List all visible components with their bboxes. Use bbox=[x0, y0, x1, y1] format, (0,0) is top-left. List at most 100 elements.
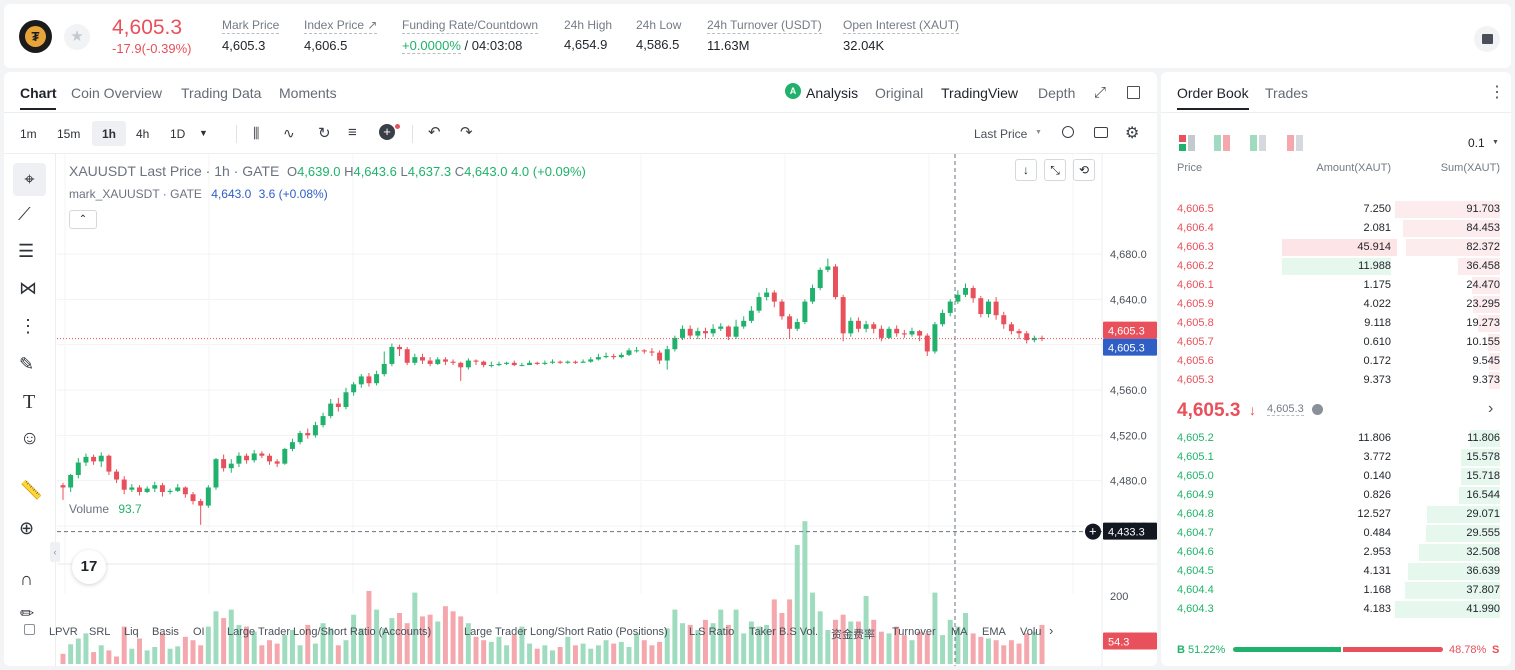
compare-icon[interactable]: ↻ bbox=[318, 125, 331, 142]
ask-sum: 82.372 bbox=[1466, 241, 1500, 253]
collapse-tools-icon[interactable]: ‹ bbox=[50, 542, 60, 562]
ask-row[interactable]: 4,605.6 0.172 9.545 bbox=[1161, 352, 1511, 371]
bid-row[interactable]: 4,604.6 2.953 32.508 bbox=[1161, 543, 1511, 562]
ask-row[interactable]: 4,606.3 45.914 82.372 bbox=[1161, 238, 1511, 257]
redo-icon[interactable]: ↷ bbox=[460, 124, 473, 141]
settings-gear-icon[interactable]: ⚙ bbox=[1125, 125, 1140, 142]
bid-row[interactable]: 4,604.3 4.183 41.990 bbox=[1161, 600, 1511, 619]
favorite-star-icon[interactable]: ★ bbox=[64, 24, 90, 50]
tab-coin-overview[interactable]: Coin Overview bbox=[71, 85, 163, 101]
bid-sum: 15.578 bbox=[1466, 451, 1500, 463]
collapse-legend-button[interactable]: ⌃ bbox=[69, 210, 97, 229]
ask-row[interactable]: 4,606.4 2.081 84.453 bbox=[1161, 219, 1511, 238]
collapse-button[interactable]: ⤡ bbox=[1044, 159, 1066, 181]
ind-ls-ratio[interactable]: L.S Ratio bbox=[689, 626, 735, 638]
interval-1h[interactable]: 1h bbox=[102, 127, 117, 141]
view-analysis[interactable]: Analysis bbox=[806, 85, 859, 101]
magnet-tool-icon[interactable]: ∩ bbox=[20, 569, 33, 589]
bid-row[interactable]: 4,605.1 3.772 15.578 bbox=[1161, 448, 1511, 467]
ind-basis[interactable]: Basis bbox=[152, 626, 179, 638]
view-asks-icon[interactable] bbox=[1287, 135, 1303, 151]
tab-order-book[interactable]: Order Book bbox=[1177, 85, 1249, 101]
undo-icon[interactable]: ↶ bbox=[428, 124, 441, 141]
ask-row[interactable]: 4,606.2 11.988 36.458 bbox=[1161, 257, 1511, 276]
interval-15m[interactable]: 15m bbox=[57, 127, 81, 141]
ind-turnover[interactable]: Turnover bbox=[892, 626, 936, 638]
ind-lpvr[interactable]: LPVR bbox=[49, 626, 78, 638]
ask-row[interactable]: 4,606.5 7.250 91.703 bbox=[1161, 200, 1511, 219]
interval-dropdown-icon[interactable]: ▼ bbox=[199, 128, 208, 138]
indicator-toggle-icon[interactable] bbox=[24, 624, 35, 635]
pencil-tool-icon[interactable]: ✏ bbox=[20, 604, 35, 623]
volume-bar bbox=[794, 545, 800, 664]
bid-row[interactable]: 4,605.0 0.140 15.718 bbox=[1161, 467, 1511, 486]
ruler-tool-icon[interactable]: 📏 bbox=[20, 480, 43, 500]
tab-moments[interactable]: Moments bbox=[279, 85, 337, 101]
ind-oi[interactable]: OI bbox=[193, 626, 205, 638]
interval-1d[interactable]: 1D bbox=[170, 127, 186, 141]
ind-funding[interactable]: 资金费率 bbox=[831, 629, 875, 641]
brush-tool-icon[interactable]: ✎ bbox=[19, 354, 35, 374]
interval-4h[interactable]: 4h bbox=[136, 127, 150, 141]
ind-ls-positions[interactable]: Large Trader Long/Short Ratio (Positions… bbox=[464, 626, 668, 638]
ask-row[interactable]: 4,605.8 9.118 19.273 bbox=[1161, 314, 1511, 333]
price-axis-label: 4,480.0 bbox=[1110, 476, 1147, 488]
bid-row[interactable]: 4,605.2 11.806 11.806 bbox=[1161, 429, 1511, 448]
trendline-tool-icon[interactable]: ⟋ bbox=[18, 204, 31, 224]
indicators-icon[interactable]: ∿ bbox=[283, 125, 295, 141]
emoji-tool-icon[interactable]: ☺ bbox=[20, 428, 40, 449]
indicator-next-icon[interactable]: › bbox=[1049, 623, 1054, 638]
view-bids-icon[interactable] bbox=[1250, 135, 1266, 151]
ask-row[interactable]: 4,606.1 1.175 24.470 bbox=[1161, 276, 1511, 295]
interval-1h-active-bg bbox=[92, 121, 126, 146]
view-depth[interactable]: Depth bbox=[1038, 85, 1076, 101]
zoom-tool-icon[interactable]: ⊕ bbox=[19, 518, 35, 538]
tab-chart[interactable]: Chart bbox=[20, 85, 57, 101]
ind-volume[interactable]: Volu bbox=[1020, 626, 1042, 638]
fib-tool-icon[interactable]: ⋮ bbox=[19, 316, 37, 336]
expand-icon[interactable]: ⤢ bbox=[1094, 84, 1107, 101]
horizontal-lines-tool-icon[interactable]: ☰ bbox=[18, 241, 35, 261]
ind-ma[interactable]: MA bbox=[951, 626, 968, 638]
ind-ema[interactable]: EMA bbox=[982, 626, 1006, 638]
view-tradingview[interactable]: TradingView bbox=[941, 85, 1019, 101]
ask-row[interactable]: 4,605.9 4.022 23.295 bbox=[1161, 295, 1511, 314]
search-icon[interactable] bbox=[1062, 126, 1074, 138]
ind-srl[interactable]: SRL bbox=[89, 626, 111, 638]
stat-index-price[interactable]: Index Price ↗ 4,606.5 bbox=[304, 18, 378, 53]
templates-icon[interactable]: ≡ bbox=[348, 124, 357, 141]
scroll-down-button[interactable]: ↓ bbox=[1015, 159, 1037, 181]
bid-row[interactable]: 4,604.4 1.168 37.807 bbox=[1161, 581, 1511, 600]
ask-row[interactable]: 4,605.3 9.373 9.373 bbox=[1161, 371, 1511, 390]
add-indicator-icon[interactable]: + bbox=[379, 124, 395, 140]
book-icon[interactable] bbox=[1474, 26, 1500, 52]
price-type-select[interactable]: Last Price bbox=[974, 127, 1028, 141]
crosshair-tool-icon[interactable]: ⌖ bbox=[13, 163, 46, 196]
camera-icon[interactable] bbox=[1094, 127, 1108, 138]
pattern-tool-icon[interactable]: ⋈ bbox=[19, 278, 37, 298]
reset-button[interactable]: ⟲ bbox=[1073, 159, 1095, 181]
price-chart[interactable]: 4,680.04,640.04,600.04,560.04,520.04,480… bbox=[57, 154, 1157, 666]
text-tool-icon[interactable]: T bbox=[23, 391, 36, 413]
view-both-icon[interactable] bbox=[1179, 135, 1195, 151]
bid-row[interactable]: 4,604.5 4.131 36.639 bbox=[1161, 562, 1511, 581]
precision-select[interactable]: 0.1 bbox=[1468, 136, 1485, 150]
view-split-icon[interactable] bbox=[1214, 135, 1230, 151]
bid-amount: 3.772 bbox=[1363, 451, 1391, 463]
bid-sum: 37.807 bbox=[1466, 584, 1500, 596]
ind-ls-accounts[interactable]: Large Trader Long/Short Ratio (Accounts) bbox=[227, 626, 432, 638]
candle-type-icon[interactable]: ⫼ bbox=[253, 125, 260, 141]
bid-row[interactable]: 4,604.7 0.484 29.555 bbox=[1161, 524, 1511, 543]
view-original[interactable]: Original bbox=[875, 85, 924, 101]
ask-row[interactable]: 4,605.7 0.610 10.155 bbox=[1161, 333, 1511, 352]
ind-liq[interactable]: Liq bbox=[124, 626, 139, 638]
bid-row[interactable]: 4,604.9 0.826 16.544 bbox=[1161, 486, 1511, 505]
fullscreen-icon[interactable] bbox=[1127, 86, 1140, 99]
interval-1m[interactable]: 1m bbox=[20, 127, 37, 141]
tab-trading-data[interactable]: Trading Data bbox=[181, 85, 262, 101]
tab-trades[interactable]: Trades bbox=[1265, 85, 1309, 101]
ind-taker-vol[interactable]: Taker B.S Vol. bbox=[749, 626, 819, 638]
more-menu-icon[interactable]: ⋮ bbox=[1489, 84, 1505, 101]
bid-row[interactable]: 4,604.8 12.527 29.071 bbox=[1161, 505, 1511, 524]
mid-chevron-icon[interactable]: › bbox=[1488, 400, 1494, 417]
